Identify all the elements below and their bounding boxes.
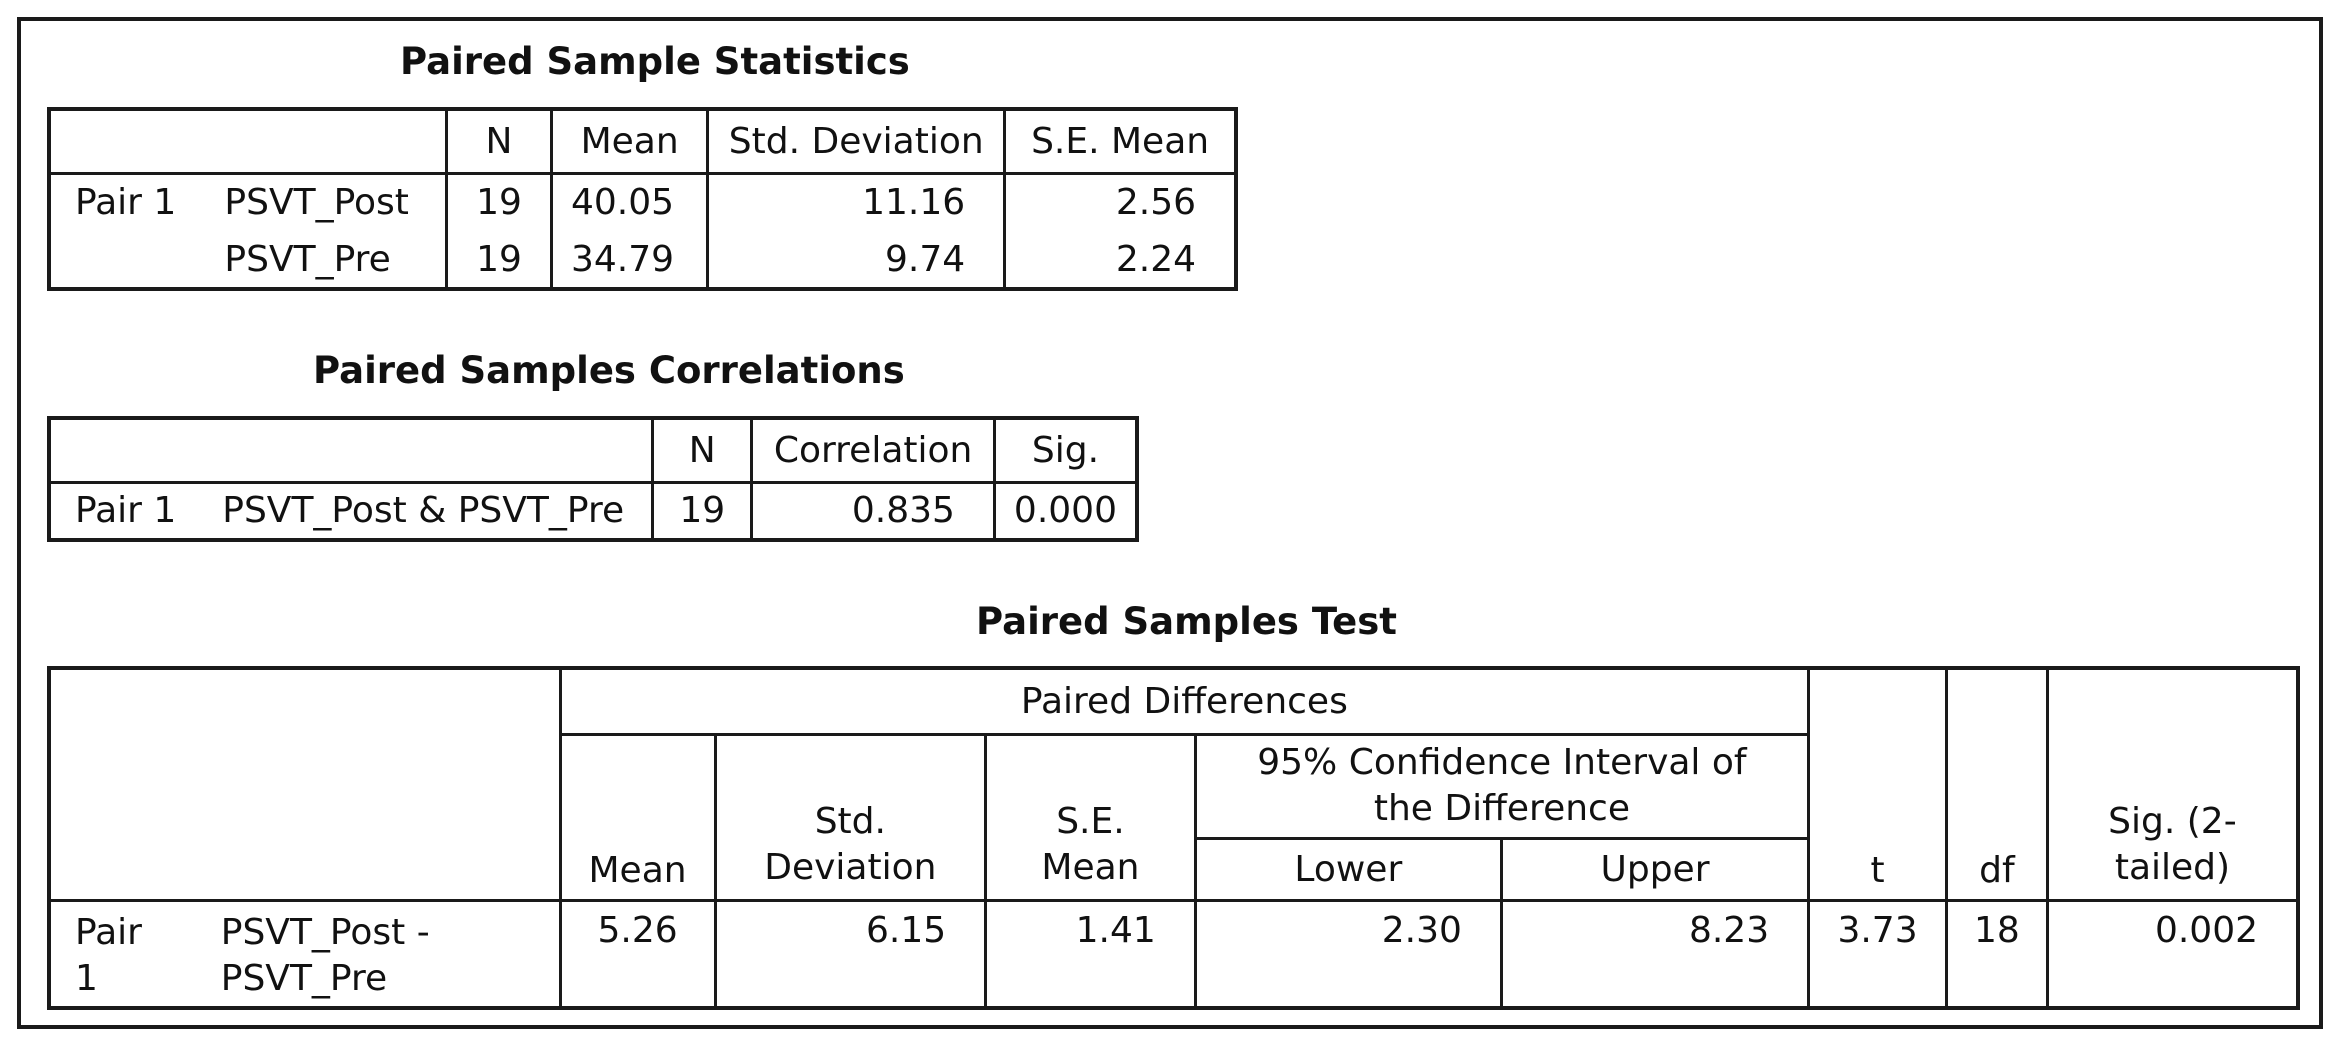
table-row: Pair 1 PSVT_Post - PSVT_Pre 5.26 6.15 1.… <box>49 900 2298 1008</box>
variable-name: PSVT_Pre <box>224 238 391 280</box>
corr-corner <box>49 418 653 484</box>
t-value: 3.73 <box>1807 900 1947 1008</box>
sd-value: 11.16 <box>706 173 1005 231</box>
table-row: Pair 1 PSVT_Post & PSVT_Pre 19 0.835 0.0… <box>49 482 1137 540</box>
stats-header-row: N Mean Std. Deviation S.E. Mean <box>49 109 1236 175</box>
sd-value: 9.74 <box>706 231 1005 289</box>
se-value: 1.41 <box>984 900 1196 1008</box>
test-header-sd: Std. Deviation <box>713 734 986 902</box>
mean-value: 40.05 <box>549 173 708 231</box>
stats-title: Paired Sample Statistics <box>400 40 910 83</box>
test-header-sig: Sig. (2- tailed) <box>2045 668 2298 902</box>
stats-header-se: S.E. Mean <box>1003 109 1236 175</box>
test-title: Paired Samples Test <box>976 600 1397 643</box>
corr-table: N Correlation Sig. Pair 1 PSVT_Post & PS… <box>47 416 1139 542</box>
test-header-row-1: Paired Differences t df Sig. (2- tailed) <box>49 668 2298 902</box>
variable-name: PSVT_Post - PSVT_Pre <box>203 900 560 1008</box>
pair-label-line-2: 1 <box>75 957 98 999</box>
corr-header-sig: Sig. <box>992 418 1137 484</box>
pair-label-line-1: Pair <box>75 911 142 953</box>
test-table: Paired Differences t df Sig. (2- tailed)… <box>47 666 2300 1010</box>
df-value: 18 <box>1944 900 2048 1008</box>
test-header-lower: Lower <box>1193 838 1502 902</box>
table-row: Pair 1 PSVT_Post 19 40.05 11.16 2.56 <box>49 173 1236 231</box>
output-frame <box>17 17 2323 1029</box>
pair-label: Pair 1 <box>75 490 177 532</box>
test-header-t: t <box>1807 668 1947 902</box>
test-header-row-3: Lower Upper <box>49 838 2298 902</box>
se-value: 2.56 <box>1003 173 1236 231</box>
correlation-value: 0.835 <box>750 482 995 540</box>
se-header-line-2: Mean <box>1041 846 1140 888</box>
variable-name-line-1: PSVT_Post - <box>220 911 430 953</box>
mean-value: 34.79 <box>549 231 708 289</box>
pair-label-empty <box>49 231 206 289</box>
upper-value: 8.23 <box>1499 900 1809 1008</box>
n-value: 19 <box>445 173 552 231</box>
test-header-se: S.E. Mean <box>984 734 1196 902</box>
test-header-mean: Mean <box>558 734 715 902</box>
stats-header-n: N <box>445 109 552 175</box>
variable-name: PSVT_Post & PSVT_Pre <box>222 490 625 532</box>
variable-name: PSVT_Post <box>224 182 409 224</box>
stats-header-mean: Mean <box>549 109 708 175</box>
test-corner <box>49 668 561 902</box>
stats-corner <box>49 109 447 175</box>
sig-header-line-1: Sig. (2- <box>2108 800 2237 842</box>
stats-table: N Mean Std. Deviation S.E. Mean Pair 1 P… <box>47 107 1238 291</box>
paired-differences-header: Paired Differences <box>558 668 1809 736</box>
variable-name-line-2: PSVT_Pre <box>220 957 388 999</box>
confidence-interval-header: 95% Confidence Interval of the Differenc… <box>1193 734 1809 840</box>
test-header-df: df <box>1944 668 2048 902</box>
sd-value: 6.15 <box>713 900 986 1008</box>
sig-value: 0.000 <box>992 482 1137 540</box>
pair-label: Pair 1 <box>49 900 203 1008</box>
n-value: 19 <box>651 482 752 540</box>
n-value: 19 <box>445 231 552 289</box>
test-header-upper: Upper <box>1499 838 1809 902</box>
se-value: 2.24 <box>1003 231 1236 289</box>
corr-header-correlation: Correlation <box>750 418 995 484</box>
corr-title: Paired Samples Correlations <box>313 349 905 392</box>
stats-header-sd: Std. Deviation <box>706 109 1005 175</box>
corr-header-row: N Correlation Sig. <box>49 418 1137 484</box>
sig-value: 0.002 <box>2045 900 2298 1008</box>
mean-value: 5.26 <box>558 900 715 1008</box>
test-header-row-2: Mean Std. Deviation S.E. Mean 95% Confid… <box>49 734 2298 902</box>
sig-header-line-2: tailed) <box>2114 846 2231 888</box>
se-header-line-1: S.E. <box>1056 800 1125 842</box>
sd-header-line-1: Std. <box>814 800 886 842</box>
lower-value: 2.30 <box>1193 900 1502 1008</box>
pair-label: Pair 1 <box>75 182 177 224</box>
corr-header-n: N <box>651 418 752 484</box>
table-row: PSVT_Pre 19 34.79 9.74 2.24 <box>49 231 1236 289</box>
sd-header-line-2: Deviation <box>764 846 937 888</box>
